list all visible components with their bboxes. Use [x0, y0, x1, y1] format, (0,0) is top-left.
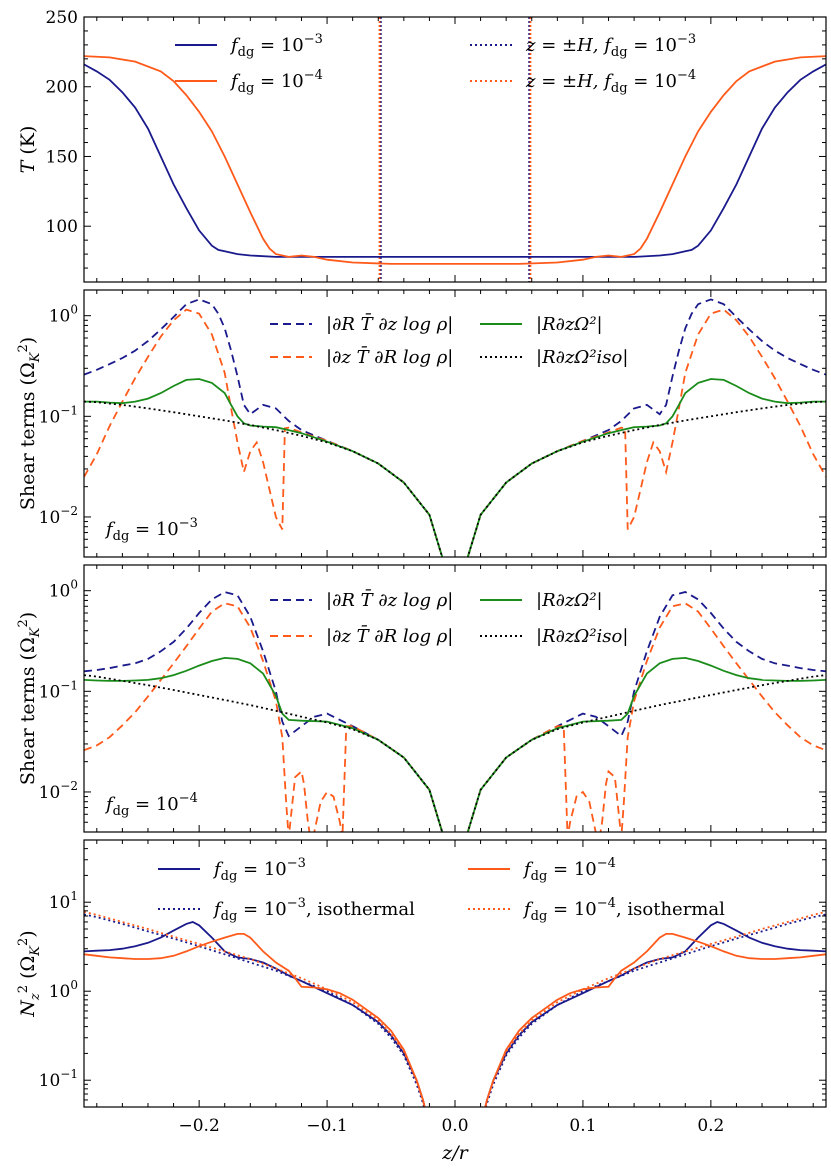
y-tick-label: 200	[46, 78, 78, 98]
legend-label-2: |R∂zΩ²|	[536, 590, 603, 611]
y-tick-label: 10−1	[39, 678, 78, 702]
y-tick-label: 10−2	[39, 779, 78, 803]
x-axis: −0.2 −0.1 0.0 0.1 0.2 z/r	[178, 1116, 724, 1164]
axes-frame	[83, 839, 827, 1108]
axes-frame	[83, 16, 827, 283]
legend-label-0: fdg = 10−3	[212, 856, 306, 884]
y-tick-label: 10−1	[39, 403, 78, 427]
legend-label-3: z = ±H, fdg = 10−4	[525, 68, 696, 96]
x-tick-label: 0.1	[569, 1116, 596, 1136]
x-tick-label: −0.1	[306, 1116, 347, 1136]
legend-label-0: |∂R T̄ ∂z log ρ|	[326, 312, 453, 335]
panel-annotation: fdg = 10−4	[104, 791, 198, 819]
y-axis-label: Shear terms (ΩK2)	[16, 337, 43, 510]
x-tick-label: 0.0	[441, 1116, 468, 1136]
series-2-right	[466, 378, 826, 557]
series-1-left	[84, 913, 425, 1107]
y-tick-label: 100	[46, 217, 78, 237]
series-0-right	[466, 298, 826, 557]
series-3-right	[466, 400, 826, 557]
y-tick-label: 10−2	[39, 504, 78, 528]
y-tick-label: 250	[46, 8, 78, 28]
series-3-left	[84, 400, 444, 557]
series-0-right	[466, 591, 826, 832]
series-2-left	[84, 933, 426, 1107]
y-tick-label: 100	[49, 978, 78, 1002]
series-1-right	[466, 602, 826, 832]
y-tick-label: 100	[49, 303, 78, 327]
series-1-right	[466, 308, 826, 557]
series-3-left	[84, 674, 444, 832]
legend-label-2: fdg = 10−4	[522, 856, 616, 884]
legend-label-0: fdg = 10−3	[229, 32, 323, 60]
series-2-left	[84, 378, 444, 557]
legend-label-3: |R∂zΩ²iso|	[536, 347, 628, 368]
legend-label-2: z = ±H, fdg = 10−3	[525, 32, 696, 60]
x-axis-label: z/r	[441, 1142, 469, 1164]
legend-label-1: |∂z T̄ ∂R log ρ|	[326, 345, 453, 368]
legend-label-2: |R∂zΩ²|	[536, 314, 603, 335]
y-axis-label: Nz2 (ΩK2)	[16, 930, 43, 1017]
series-3-right	[466, 674, 826, 832]
series-2-right	[466, 656, 826, 832]
x-tick-label: −0.2	[178, 1116, 219, 1136]
y-tick-label: 150	[46, 147, 78, 167]
series-3-left	[84, 910, 426, 1107]
legend-label-1: fdg = 10−4	[229, 68, 323, 96]
series-2-right	[484, 933, 826, 1107]
panel-annotation: fdg = 10−3	[104, 516, 198, 544]
legend-label-3: fdg = 10−4, isothermal	[522, 896, 725, 924]
series-1-right	[485, 913, 826, 1107]
series-0-left	[84, 298, 444, 557]
y-tick-label: 10−1	[39, 1067, 78, 1091]
series-0-left	[84, 921, 426, 1107]
y-axis-label: T (K)	[17, 126, 39, 174]
panel-temperature: 100 150 200 250 T (K) fdg = 10−3 fdg = 10−4 z =…	[17, 8, 827, 283]
legend-label-0: |∂R T̄ ∂z log ρ|	[326, 588, 453, 611]
y-axis-label: Shear terms (ΩK2)	[16, 612, 43, 785]
series-3-right	[484, 910, 826, 1107]
series-2-left	[84, 656, 444, 832]
x-tick-label: 0.2	[697, 1116, 724, 1136]
y-tick-label: 101	[49, 889, 78, 913]
series-1	[84, 55, 826, 265]
series-0	[84, 63, 826, 258]
legend-label-1: fdg = 10−3, isothermal	[212, 896, 415, 924]
y-tick-label: 100	[49, 578, 78, 602]
legend-label-3: |R∂zΩ²iso|	[536, 626, 628, 647]
legend-label-1: |∂z T̄ ∂R log ρ|	[326, 624, 453, 647]
